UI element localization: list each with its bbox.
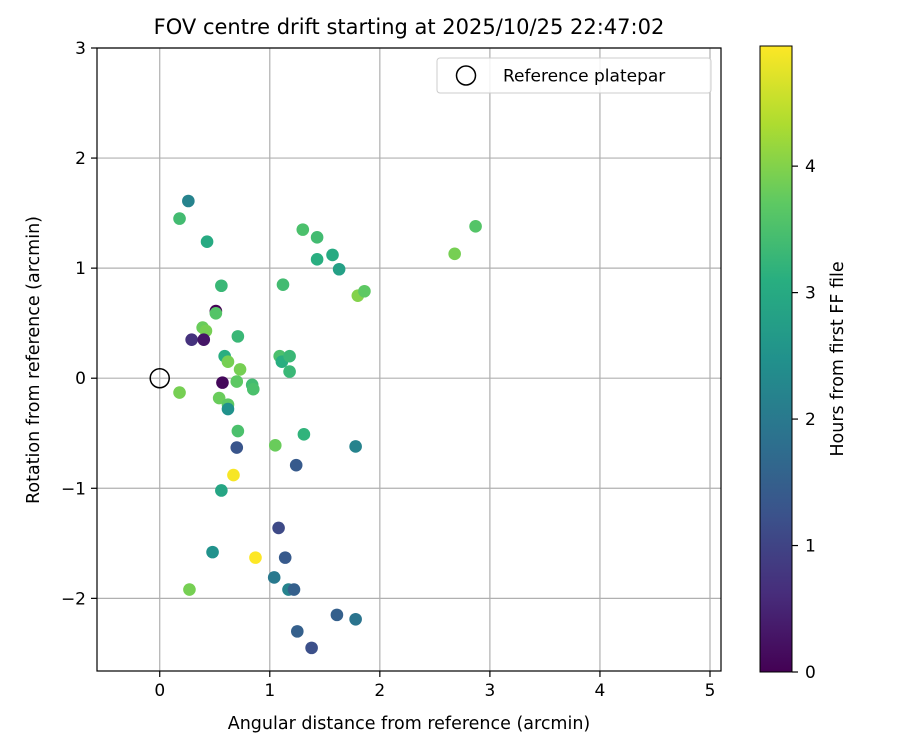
data-point: [230, 375, 244, 388]
y-tick-label: 3: [75, 39, 86, 59]
data-point: [287, 583, 301, 596]
plot-frame: [96, 47, 722, 672]
y-tick-label: −1: [61, 479, 86, 499]
x-tick-label: 0: [154, 681, 165, 701]
x-tick-label: 5: [705, 681, 716, 701]
data-point: [173, 212, 186, 225]
data-point: [197, 333, 211, 346]
data-point: [469, 220, 482, 233]
data-point: [206, 545, 219, 559]
data-point: [185, 333, 198, 346]
data-point: [268, 439, 282, 452]
data-point: [173, 386, 186, 399]
y-tick-label: −2: [61, 589, 86, 609]
colorbar-tick-label: 0: [805, 663, 816, 683]
legend-marker: [455, 65, 477, 86]
y-tick-label: 0: [75, 369, 86, 389]
data-point: [296, 223, 310, 236]
legend-box: [436, 57, 712, 94]
data-point: [310, 253, 324, 266]
colorbar-gradient: [760, 46, 792, 672]
data-points: [173, 194, 482, 655]
data-point: [183, 583, 196, 596]
legend: Reference platepar: [436, 57, 712, 94]
data-point: [212, 391, 226, 405]
x-tick-label: 4: [595, 681, 606, 701]
data-point: [233, 363, 247, 376]
reference-marker-group: [149, 367, 170, 389]
data-point: [267, 571, 281, 584]
data-point: [358, 284, 371, 298]
colorbar-frame: [759, 45, 793, 673]
data-point: [290, 625, 304, 638]
data-point: [231, 424, 245, 438]
data-point: [272, 521, 285, 535]
colorbar-tick-label: 4: [805, 157, 816, 177]
data-point: [332, 262, 346, 276]
legend-label: Reference platepar: [503, 67, 665, 87]
data-point: [278, 551, 292, 564]
data-point: [297, 428, 311, 441]
y-axis-ticks: −2 −1 0 1 2 3: [61, 39, 97, 609]
x-axis-label: Angular distance from reference (arcmin): [228, 714, 591, 734]
data-point: [326, 248, 339, 262]
plot-area: [97, 48, 721, 671]
colorbar-tick-label: 2: [805, 410, 816, 430]
colorbar-tick-label: 1: [805, 537, 816, 557]
y-tick-label: 1: [75, 259, 86, 279]
data-point: [330, 608, 344, 622]
data-point: [209, 306, 223, 320]
data-point: [221, 355, 235, 369]
data-point: [349, 612, 362, 626]
data-point: [249, 551, 262, 564]
data-point: [276, 278, 290, 291]
x-tick-label: 3: [484, 681, 495, 701]
data-point: [215, 279, 228, 293]
reference-marker: [149, 367, 170, 389]
data-point: [310, 231, 324, 244]
colorbar: 0 1 2 3 4 Hours from first FF file: [759, 45, 848, 683]
data-point: [246, 382, 260, 396]
data-point: [231, 330, 245, 343]
data-point: [230, 441, 244, 454]
data-point: [221, 402, 235, 416]
y-axis-label: Rotation from reference (arcmin): [24, 216, 44, 504]
colorbar-tick-label: 3: [805, 284, 816, 304]
data-point: [283, 349, 296, 363]
data-point: [305, 641, 318, 655]
data-point: [215, 484, 228, 497]
data-point: [182, 194, 195, 208]
chart-title: FOV centre drift starting at 2025/10/25 …: [154, 15, 665, 39]
data-point: [448, 247, 461, 261]
y-tick-label: 2: [75, 149, 86, 169]
data-point: [216, 376, 229, 389]
data-point: [227, 468, 240, 482]
data-point: [200, 235, 214, 249]
colorbar-ticks: 0 1 2 3 4: [792, 157, 816, 683]
data-point: [289, 458, 303, 472]
colorbar-label: Hours from first FF file: [828, 261, 848, 456]
data-point: [283, 365, 296, 378]
x-axis-ticks: 0 1 2 3 4 5: [154, 671, 715, 701]
data-point: [349, 440, 362, 453]
x-tick-label: 1: [264, 681, 275, 701]
x-tick-label: 2: [374, 681, 385, 701]
